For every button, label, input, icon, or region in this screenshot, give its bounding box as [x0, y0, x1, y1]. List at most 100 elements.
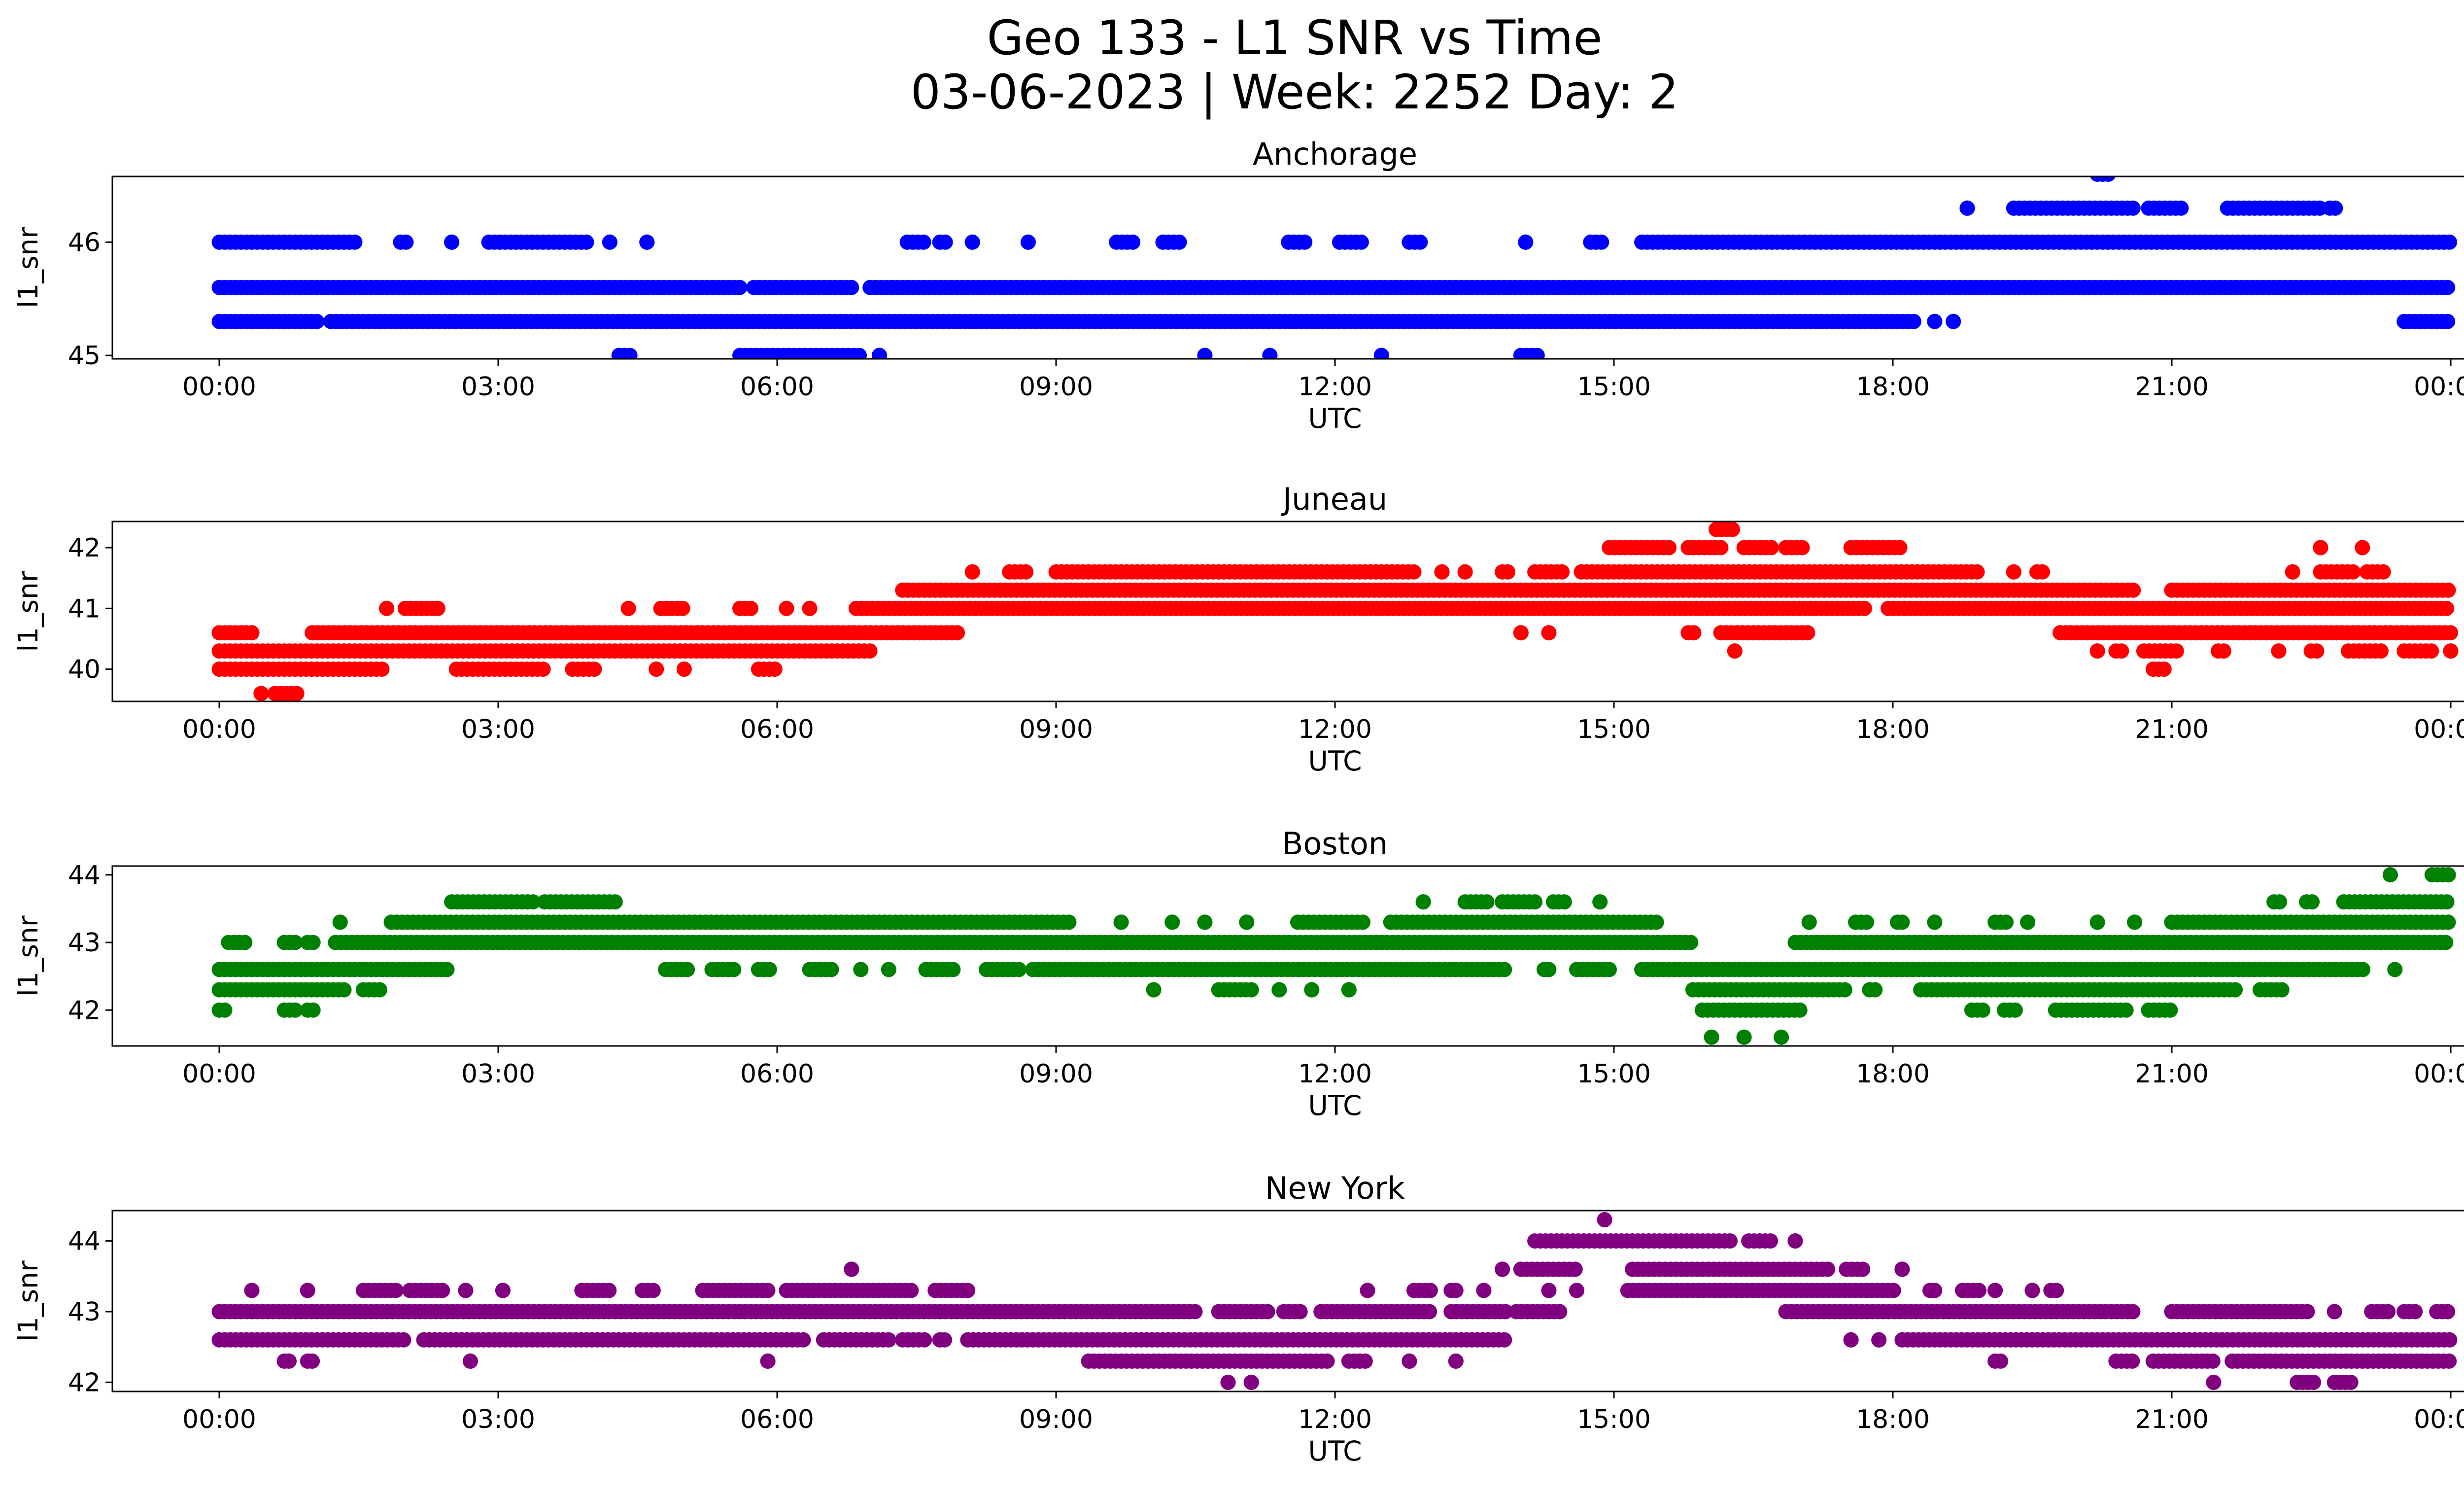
data-point: [945, 962, 961, 977]
data-point: [2227, 982, 2243, 998]
data-point: [2304, 894, 2320, 910]
data-point: [1567, 1261, 1583, 1277]
y-tick-label: 44: [68, 861, 101, 890]
data-point: [1736, 1029, 1752, 1045]
data-point: [1422, 1283, 1438, 1298]
data-point: [2441, 1353, 2457, 1369]
data-point: [1725, 522, 1740, 537]
juneau-y-axis-label: l1_snr: [12, 571, 44, 652]
data-point: [795, 1332, 811, 1348]
data-point: [2387, 962, 2403, 977]
data-point: [2125, 1304, 2141, 1320]
x-tick-label: 00:00: [2414, 1405, 2464, 1434]
boston-scatter-points: [211, 867, 2456, 1045]
data-point: [2313, 540, 2328, 556]
data-point: [1552, 1304, 1568, 1320]
data-point: [779, 600, 794, 616]
data-point: [244, 625, 260, 641]
data-point: [1113, 914, 1129, 930]
data-point: [2125, 200, 2141, 216]
data-point: [398, 234, 414, 250]
data-point: [1125, 234, 1141, 250]
data-point: [1648, 914, 1664, 930]
new-york-title: New York: [1265, 1170, 1405, 1206]
data-point: [1164, 914, 1180, 930]
boston-x-axis-label: UTC: [1308, 1090, 1362, 1121]
x-tick-label: 06:00: [740, 1405, 814, 1434]
data-point: [2355, 540, 2370, 556]
data-point: [2205, 1353, 2221, 1369]
data-point: [244, 1283, 260, 1298]
data-point: [579, 234, 594, 250]
x-tick-label: 00:00: [2414, 372, 2464, 402]
data-point: [1713, 540, 1729, 556]
data-point: [1061, 914, 1077, 930]
data-point: [1794, 540, 1810, 556]
data-point: [2439, 894, 2455, 910]
data-point: [444, 234, 460, 250]
x-tick-label: 09:00: [1019, 715, 1093, 744]
data-point: [1541, 962, 1557, 977]
data-point: [2274, 982, 2290, 998]
x-tick-label: 15:00: [1577, 1405, 1651, 1434]
data-point: [1855, 1261, 1871, 1277]
y-tick-label: 43: [68, 1297, 101, 1327]
data-point: [1993, 1353, 2009, 1369]
data-point: [1594, 234, 1609, 250]
data-point: [1602, 962, 1617, 977]
data-point: [2168, 643, 2184, 659]
data-point: [1271, 982, 1287, 998]
data-point: [217, 1002, 233, 1018]
x-tick-label: 00:00: [182, 372, 256, 402]
data-point: [964, 564, 980, 580]
data-point: [917, 1332, 932, 1348]
data-point: [2355, 962, 2371, 977]
data-point: [1415, 894, 1431, 910]
data-point: [2127, 914, 2143, 930]
y-tick-label: 45: [68, 341, 101, 371]
x-tick-label: 21:00: [2135, 1059, 2209, 1089]
data-point: [430, 600, 445, 616]
data-point: [1260, 1304, 1275, 1320]
data-point: [2114, 643, 2129, 659]
data-point: [2285, 564, 2300, 580]
x-tick-label: 15:00: [1577, 372, 1651, 402]
anchorage-title: Anchorage: [1253, 136, 1417, 172]
data-point: [726, 962, 742, 977]
data-point: [1498, 1304, 1513, 1320]
data-point: [2443, 625, 2459, 641]
data-point: [602, 234, 617, 250]
x-tick-label: 00:00: [182, 1059, 256, 1089]
juneau-scatter-points: [211, 522, 2459, 701]
data-point: [1871, 1332, 1887, 1348]
data-point: [2424, 643, 2439, 659]
data-point: [586, 661, 602, 677]
data-point: [1497, 962, 1512, 977]
y-tick-label: 41: [68, 594, 101, 624]
data-point: [439, 962, 455, 977]
data-point: [462, 1353, 478, 1369]
x-tick-label: 06:00: [740, 715, 814, 744]
data-point: [1987, 1283, 2003, 1298]
data-point: [1297, 234, 1313, 250]
data-point: [1495, 1261, 1510, 1277]
data-point: [761, 962, 777, 977]
data-point: [639, 234, 655, 250]
data-point: [287, 935, 303, 950]
y-tick-label: 46: [68, 228, 101, 257]
data-point: [1975, 1002, 1990, 1018]
data-point: [1011, 962, 1027, 977]
x-tick-label: 12:00: [1298, 372, 1372, 402]
data-point: [1894, 1261, 1910, 1277]
data-point: [1353, 234, 1369, 250]
x-tick-label: 09:00: [1019, 1059, 1093, 1089]
data-point: [680, 962, 695, 977]
boston-axes-frame: [111, 865, 2464, 1047]
data-point: [1412, 234, 1428, 250]
data-point: [1355, 914, 1370, 930]
data-point: [1774, 1029, 1789, 1045]
data-point: [396, 1332, 411, 1348]
data-point: [379, 600, 395, 616]
data-point: [760, 1283, 776, 1298]
data-point: [1476, 1283, 1492, 1298]
